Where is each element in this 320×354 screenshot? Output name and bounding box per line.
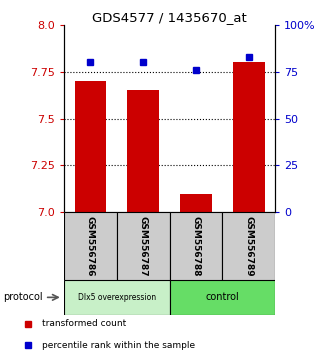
Bar [127, 90, 159, 212]
Bar [170, 212, 222, 280]
Text: GSM556788: GSM556788 [191, 216, 201, 276]
Text: GSM556786: GSM556786 [86, 216, 95, 276]
Text: control: control [205, 292, 239, 302]
Text: percentile rank within the sample: percentile rank within the sample [43, 341, 196, 350]
Text: GSM556789: GSM556789 [244, 216, 253, 276]
Text: Dlx5 overexpression: Dlx5 overexpression [78, 293, 156, 302]
Bar [64, 280, 170, 315]
Bar [170, 280, 275, 315]
Bar [75, 81, 106, 212]
Text: protocol: protocol [3, 292, 43, 302]
Bar [233, 62, 265, 212]
Bar [117, 212, 170, 280]
Text: transformed count: transformed count [43, 319, 127, 328]
Text: GSM556787: GSM556787 [139, 216, 148, 276]
Title: GDS4577 / 1435670_at: GDS4577 / 1435670_at [92, 11, 247, 24]
Bar [222, 212, 275, 280]
Bar [180, 194, 212, 212]
Bar [64, 212, 117, 280]
